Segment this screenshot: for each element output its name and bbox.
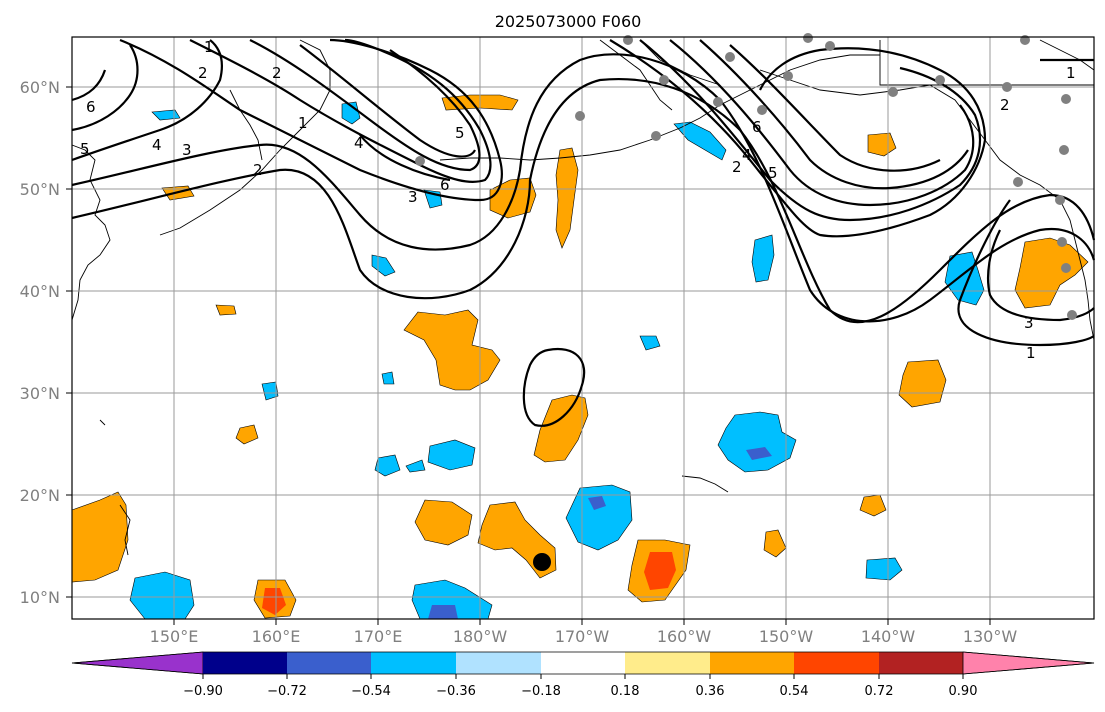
colorbar-tick-label: 0.36 (696, 684, 725, 699)
contour-label: 5 (768, 164, 778, 182)
height-contours (71, 38, 1096, 427)
contour-label: 4 (742, 146, 752, 164)
lon-label: 130°W (963, 627, 1018, 646)
gridlines (72, 37, 1094, 619)
contour-label: 1 (1026, 344, 1036, 362)
colorbar-segment (710, 652, 794, 674)
colorbar-tick-label: 0.90 (949, 684, 978, 699)
colorbar-segment (287, 652, 371, 674)
tick-marks (66, 86, 991, 625)
colorbar-segment (203, 652, 287, 674)
station-markers (415, 33, 1077, 571)
lon-label: 140°W (861, 627, 916, 646)
contour-label: 1 (298, 114, 308, 132)
lat-label: 20°N (20, 486, 60, 505)
contour-label: 6 (752, 118, 762, 136)
lat-label: 60°N (20, 78, 60, 97)
longitude-labels: 150°E 160°E 170°E 180°W 170°W 160°W 150°… (150, 627, 1018, 646)
contour-label: 3 (182, 141, 192, 159)
colorbar-max-extend (962, 651, 1095, 675)
contour-label: 3 (408, 188, 418, 206)
lon-label: 180°W (453, 627, 508, 646)
colorbar-segment (879, 652, 963, 674)
lon-label: 170°E (354, 627, 403, 646)
contour-label: 2 (1000, 96, 1010, 114)
colorbar-segment (371, 652, 456, 674)
contour-label: 5 (80, 140, 90, 158)
contour-label: 3 (1024, 314, 1034, 332)
contour-label: 4 (152, 136, 162, 154)
colorbar-tick-label: −0.36 (436, 684, 476, 699)
colorbar-tick-label: 0.54 (780, 684, 809, 699)
colorbar-tick-label: −0.54 (351, 684, 391, 699)
colorbar-segment (541, 652, 625, 674)
contour-label: 6 (440, 176, 450, 194)
latitude-labels: 60°N 50°N 40°N 30°N 20°N 10°N (20, 78, 60, 607)
colorbar-min-extend (71, 651, 204, 675)
lat-label: 40°N (20, 282, 60, 301)
lat-label: 10°N (20, 588, 60, 607)
colorbar: −0.90 −0.72 −0.54 −0.36 −0.18 0.18 0.36 … (71, 651, 1095, 699)
colorbar-tick-label: −0.90 (183, 684, 223, 699)
contour-label: 1 (1066, 64, 1076, 82)
lon-label: 160°E (252, 627, 301, 646)
lon-label: 150°W (759, 627, 814, 646)
contour-label: 2 (253, 161, 263, 179)
contour-labels: 1 2 6 5 4 3 2 4 5 6 3 2 1 6 4 2 5 1 2 3 … (80, 38, 1076, 362)
lon-label: 170°W (555, 627, 610, 646)
negative-shading (129, 101, 985, 620)
lat-label: 30°N (20, 384, 60, 403)
colorbar-segment (794, 652, 879, 674)
colorbar-segment (456, 652, 541, 674)
contour-label: 5 (455, 124, 465, 142)
lat-label: 50°N (20, 180, 60, 199)
map-border (71, 36, 1095, 620)
contour-label: 1 (204, 38, 214, 56)
contour-label: 4 (354, 134, 364, 152)
colorbar-tick-label: −0.18 (521, 684, 561, 699)
colorbar-tick-label: −0.72 (267, 684, 307, 699)
coastlines (71, 39, 1095, 556)
contour-label: 6 (86, 98, 96, 116)
colorbar-segment (625, 652, 710, 674)
lon-label: 150°E (150, 627, 199, 646)
lon-label: 160°W (657, 627, 712, 646)
colorbar-tick-label: 0.72 (865, 684, 894, 699)
colorbar-tick-label: 0.18 (611, 684, 640, 699)
contour-label: 2 (198, 64, 208, 82)
contour-label: 2 (272, 64, 282, 82)
map-title: 2025073000 F060 (495, 12, 642, 31)
contour-label: 2 (732, 158, 742, 176)
